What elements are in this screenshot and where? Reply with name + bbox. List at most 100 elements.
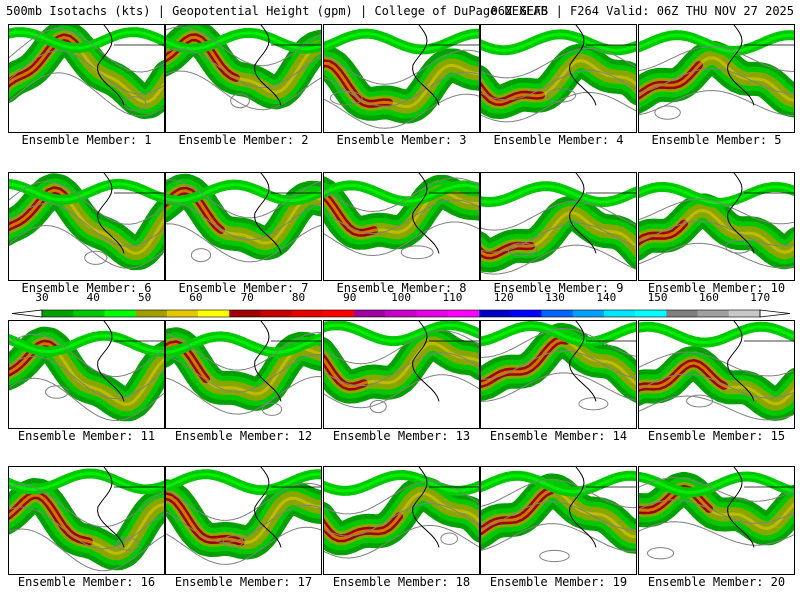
ensemble-panel-16 xyxy=(8,466,165,575)
ensemble-map-3 xyxy=(324,25,479,129)
header-run-info: 06Z GEFS | F264 Valid: 06Z THU NOV 27 20… xyxy=(490,4,794,18)
colorbar-tick-160: 160 xyxy=(698,291,719,304)
ensemble-map-5 xyxy=(639,25,794,120)
ensemble-member-label-1: Ensemble Member: 1 xyxy=(21,133,152,147)
ensemble-map-17 xyxy=(166,467,321,565)
ensemble-map-9 xyxy=(481,173,636,275)
colorbar-segment-2 xyxy=(104,310,136,317)
ensemble-map-11 xyxy=(9,321,164,422)
ensemble-map-6 xyxy=(9,173,164,271)
ensemble-member-label-11: Ensemble Member: 11 xyxy=(17,429,156,443)
colorbar-segment-13 xyxy=(447,310,480,317)
colorbar-tick-50: 50 xyxy=(137,291,152,304)
ensemble-member-label-14: Ensemble Member: 14 xyxy=(489,429,628,443)
ensemble-panel-20 xyxy=(638,466,795,575)
colorbar-tick-60: 60 xyxy=(189,291,203,304)
colorbar-segment-7 xyxy=(260,310,293,317)
ensemble-map-12 xyxy=(166,321,321,416)
ensemble-map-19 xyxy=(481,467,636,563)
colorbar-segment-19 xyxy=(635,310,667,317)
colorbar-segment-9 xyxy=(322,310,355,317)
ensemble-panel-17 xyxy=(165,466,322,575)
colorbar-tick-140: 140 xyxy=(596,291,617,304)
ensemble-member-label-9: Ensemble Member: 9 xyxy=(493,281,624,295)
ensemble-member-label-19: Ensemble Member: 19 xyxy=(489,575,628,589)
ensemble-map-1 xyxy=(9,25,164,119)
map-header: 500mb Isotachs (kts) | Geopotential Heig… xyxy=(0,0,800,22)
ensemble-map-14 xyxy=(481,321,636,411)
colorbar-graphic xyxy=(11,309,791,318)
ensemble-panel-7 xyxy=(165,172,322,281)
ensemble-panel-8 xyxy=(323,172,480,281)
ensemble-panel-3 xyxy=(323,24,480,133)
ensemble-panel-4 xyxy=(480,24,637,133)
colorbar-tick-130: 130 xyxy=(545,291,565,304)
colorbar-low-arrow xyxy=(11,309,43,318)
colorbar-segment-8 xyxy=(291,310,324,317)
colorbar-segment-14 xyxy=(479,310,511,317)
ensemble-member-label-3: Ensemble Member: 3 xyxy=(336,133,467,147)
ensemble-member-label-2: Ensemble Member: 2 xyxy=(178,133,309,147)
colorbar-tick-100: 100 xyxy=(391,291,412,304)
colorbar-segment-12 xyxy=(416,310,449,317)
ensemble-member-label-12: Ensemble Member: 12 xyxy=(174,429,313,443)
ensemble-member-label-20: Ensemble Member: 20 xyxy=(647,575,786,589)
ensemble-panel-10 xyxy=(638,172,795,281)
colorbar-segment-20 xyxy=(666,310,698,317)
ensemble-member-label-16: Ensemble Member: 16 xyxy=(17,575,156,589)
colorbar-tick-120: 120 xyxy=(493,291,514,304)
colorbar-segment-10 xyxy=(354,310,386,317)
ensemble-member-label-15: Ensemble Member: 15 xyxy=(647,429,786,443)
ensemble-map-7 xyxy=(166,173,321,263)
colorbar-tick-40: 40 xyxy=(86,291,100,304)
ensemble-member-label-8: Ensemble Member: 8 xyxy=(336,281,467,295)
ensemble-member-label-13: Ensemble Member: 13 xyxy=(332,429,471,443)
ensemble-map-20 xyxy=(639,467,794,560)
colorbar-segment-0 xyxy=(42,310,74,317)
colorbar-segment-1 xyxy=(73,310,105,317)
colorbar-high-arrow xyxy=(759,309,791,318)
colorbar-segment-15 xyxy=(510,310,542,317)
ensemble-panel-13 xyxy=(323,320,480,429)
ensemble-member-label-17: Ensemble Member: 17 xyxy=(174,575,313,589)
colorbar-tick-70: 70 xyxy=(240,291,254,304)
colorbar-tick-90: 90 xyxy=(343,291,357,304)
ensemble-map-2 xyxy=(166,25,321,111)
colorbar-segment-3 xyxy=(135,310,168,317)
colorbar-tick-170: 170 xyxy=(750,291,771,304)
ensemble-panel-1 xyxy=(8,24,165,133)
ensemble-member-label-4: Ensemble Member: 4 xyxy=(493,133,624,147)
ensemble-panel-18 xyxy=(323,466,480,575)
ensemble-member-label-7: Ensemble Member: 7 xyxy=(178,281,309,295)
ensemble-member-label-10: Ensemble Member: 10 xyxy=(647,281,786,295)
ensemble-member-label-18: Ensemble Member: 18 xyxy=(332,575,471,589)
colorbar-tick-80: 80 xyxy=(291,291,306,304)
ensemble-member-label-6: Ensemble Member: 6 xyxy=(21,281,152,295)
colorbar-tick-110: 110 xyxy=(442,291,463,304)
ensemble-panel-5 xyxy=(638,24,795,133)
ensemble-member-label-5: Ensemble Member: 5 xyxy=(651,133,782,147)
ensemble-map-13 xyxy=(324,321,479,414)
ensemble-map-8 xyxy=(324,173,479,260)
colorbar-segment-18 xyxy=(603,310,636,317)
colorbar-segment-17 xyxy=(572,310,605,317)
colorbar-tick-150: 150 xyxy=(647,291,668,304)
ensemble-map-15 xyxy=(639,321,794,421)
ensemble-panel-9 xyxy=(480,172,637,281)
colorbar-segment-6 xyxy=(229,310,261,317)
ensemble-panel-15 xyxy=(638,320,795,429)
ensemble-map-10 xyxy=(639,173,794,270)
colorbar-tick-30: 30 xyxy=(35,291,49,304)
colorbar-segment-22 xyxy=(728,310,761,317)
ensemble-map-18 xyxy=(324,467,479,559)
ensemble-panel-14 xyxy=(480,320,637,429)
ensemble-panel-2 xyxy=(165,24,322,133)
colorbar-segment-21 xyxy=(697,310,730,317)
colorbar-segment-4 xyxy=(166,310,199,317)
ensemble-map-4 xyxy=(481,25,636,123)
ensemble-panel-12 xyxy=(165,320,322,429)
ensemble-map-16 xyxy=(9,467,164,572)
colorbar-segment-11 xyxy=(385,310,417,317)
ensemble-panel-11 xyxy=(8,320,165,429)
colorbar-segment-5 xyxy=(198,310,230,317)
